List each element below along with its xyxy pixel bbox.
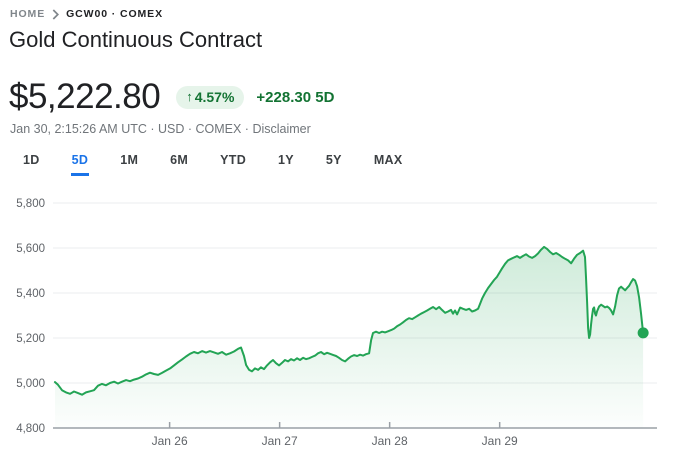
y-axis-label: 5,200 [16,333,45,345]
x-axis-label: Jan 29 [482,434,518,448]
last-price-dot [637,327,649,339]
chart-line [54,245,645,396]
tab-6m[interactable]: 6M [169,149,189,176]
y-axis-label: 4,800 [16,423,45,435]
chart-container: 5,800 5,600 5,400 5,200 5,000 4,800 Jan 26 Jan … [0,195,696,460]
y-axis-label: 5,600 [16,243,45,255]
tab-1d[interactable]: 1D [22,149,41,176]
breadcrumb: HOME GCW00 · COMEX [10,8,163,20]
tab-max[interactable]: MAX [373,149,404,176]
chart-area-fill [55,246,644,428]
change-percent-badge: ↑ 4.57% [176,85,245,109]
tab-5d[interactable]: 5D [70,149,90,176]
y-axis-label: 5,000 [16,378,45,390]
range-tabs: 1D 5D 1M 6M YTD 1Y 5Y MAX [10,149,404,176]
tab-1y[interactable]: 1Y [277,149,295,176]
x-axis-label: Jan 28 [372,434,408,448]
tab-ytd[interactable]: YTD [219,149,247,176]
y-axis-label: 5,400 [16,288,45,300]
price-row: $5,222.80 ↑ 4.57% +228.30 5D [9,76,334,118]
tab-5y[interactable]: 5Y [325,149,343,176]
price-chart[interactable]: 5,800 5,600 5,400 5,200 5,000 4,800 Jan 26 Jan … [0,195,696,460]
y-axis-label: 5,800 [16,198,45,210]
arrow-up-icon: ↑ [186,89,193,104]
tab-1m[interactable]: 1M [119,149,139,176]
quote-timestamp: Jan 30, 2:15:26 AM UTC · USD · COMEX · [10,122,253,136]
quote-meta: Jan 30, 2:15:26 AM UTC · USD · COMEX · D… [10,122,311,136]
change-absolute: +228.30 5D [256,88,335,106]
page-title: Gold Continuous Contract [9,27,263,52]
current-price: $5,222.80 [9,77,161,116]
change-percent-value: 4.57% [194,88,235,105]
breadcrumb-home-link[interactable]: HOME [10,8,46,20]
x-axis-label: Jan 27 [262,434,298,448]
breadcrumb-symbol: GCW00 · COMEX [66,8,163,20]
x-axis-label: Jan 26 [152,434,188,448]
disclaimer-link[interactable]: Disclaimer [252,122,311,136]
chevron-right-icon [52,8,60,20]
